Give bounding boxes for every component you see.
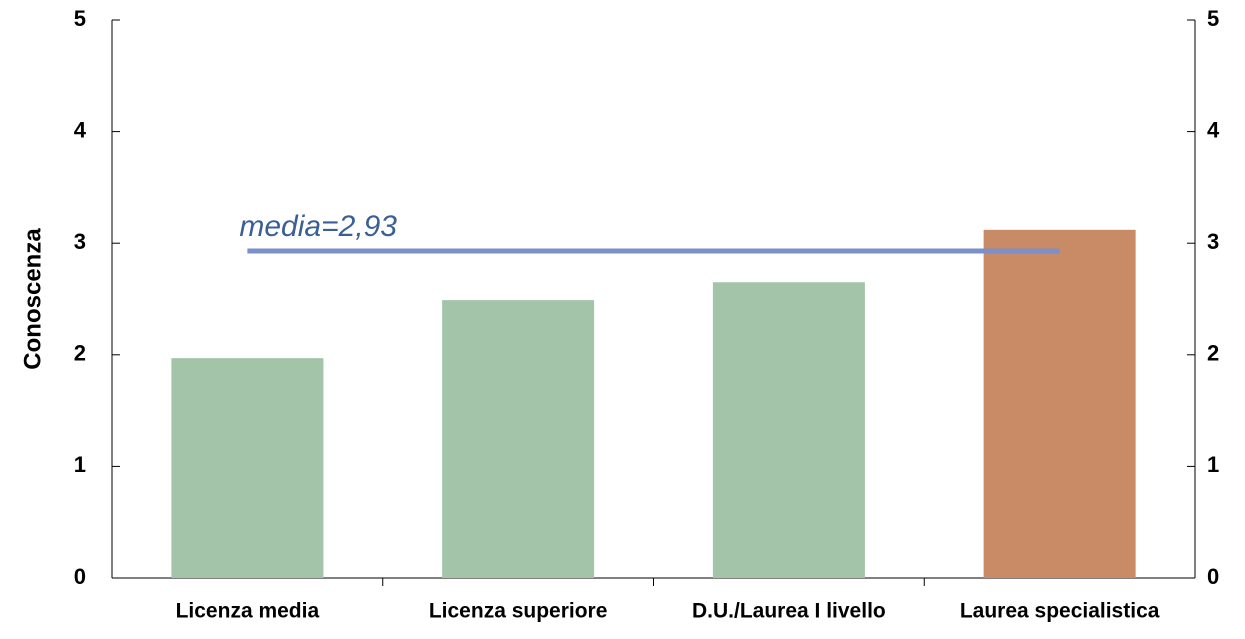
bar xyxy=(983,229,1136,579)
bar xyxy=(442,300,595,578)
y2-tick-label: 5 xyxy=(1207,6,1219,31)
y-tick-label: 3 xyxy=(74,229,86,254)
x-tick-label: Licenza media xyxy=(176,600,320,623)
y2-tick-label: 0 xyxy=(1207,564,1219,589)
x-tick-label: Laurea specialistica xyxy=(960,600,1160,623)
y2-tick-label: 1 xyxy=(1207,452,1219,477)
bar xyxy=(712,282,865,578)
y-tick-label: 2 xyxy=(74,341,86,366)
y2-tick-label: 2 xyxy=(1207,341,1219,366)
y-tick-label: 5 xyxy=(74,6,86,31)
bar xyxy=(171,358,324,578)
y-tick-label: 4 xyxy=(74,117,87,142)
y-axis-label: Conoscenza xyxy=(19,228,46,370)
x-tick-label: Licenza superiore xyxy=(429,600,608,623)
y-tick-label: 0 xyxy=(74,564,86,589)
mean-label: media=2,93 xyxy=(239,210,397,243)
x-tick-label: D.U./Laurea I livello xyxy=(692,600,886,623)
y2-tick-label: 3 xyxy=(1207,229,1219,254)
y-tick-label: 1 xyxy=(74,452,86,477)
y2-tick-label: 4 xyxy=(1207,117,1220,142)
